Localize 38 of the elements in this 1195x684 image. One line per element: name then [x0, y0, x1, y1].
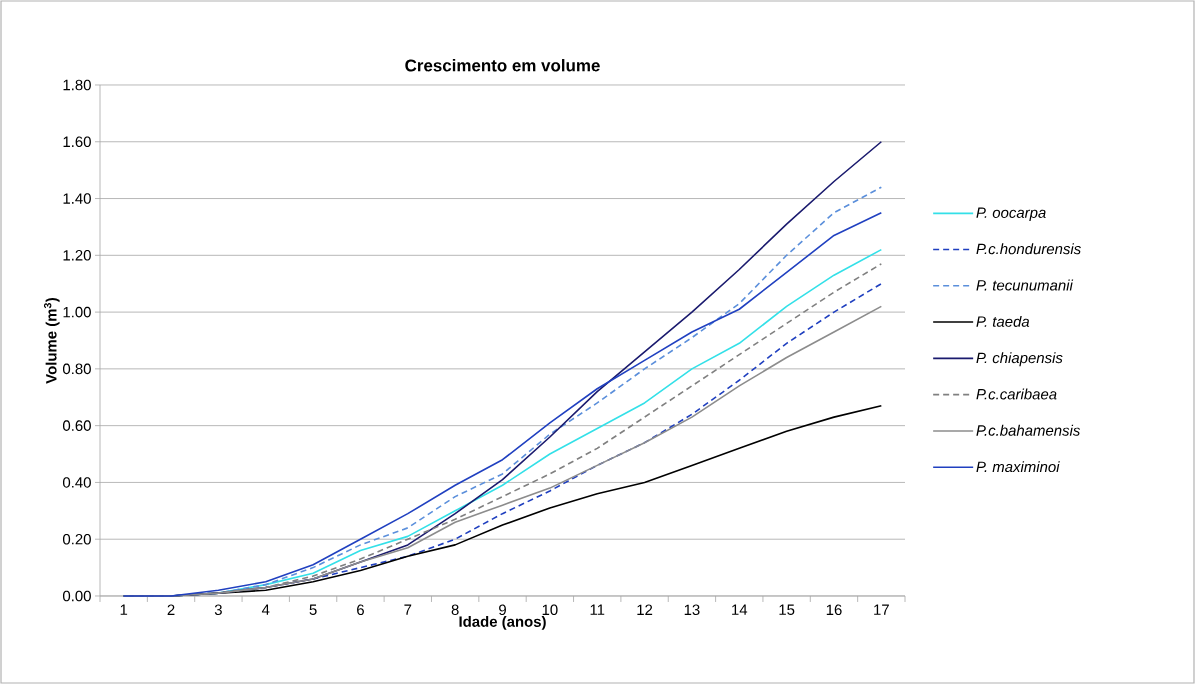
y-tick-label: 0.00: [62, 590, 91, 602]
x-axis-title: Idade (anos): [459, 615, 546, 630]
legend-label: P. chiapensis: [976, 352, 1063, 367]
x-tick-label: 15: [779, 604, 795, 615]
y-tick-label: 1.20: [63, 250, 91, 261]
x-tick-label: 10: [542, 604, 558, 616]
legend-label: P. tecunumanii: [976, 279, 1074, 291]
x-tick-label: 6: [357, 604, 364, 616]
x-tick-label: 16: [826, 604, 842, 616]
x-tick-label: 2: [167, 604, 175, 615]
x-tick-label: 17: [874, 604, 889, 615]
x-tick-label: 11: [590, 604, 605, 615]
legend-label: P. maximinoi: [976, 461, 1060, 473]
y-tick-label: 0.40: [62, 477, 91, 488]
y-tick-label: 1.60: [63, 136, 91, 148]
y-tick-label: 0.80: [62, 363, 91, 375]
y-tick-label: 1.80: [63, 79, 91, 91]
x-tick-label: 1: [120, 604, 128, 615]
y-tick-label: 1.40: [63, 193, 91, 204]
x-tick-label: 8: [451, 604, 459, 616]
y-tick-label: 0.20: [62, 533, 91, 545]
y-tick-label: 0.60: [62, 420, 91, 431]
x-tick-label: 14: [732, 604, 748, 615]
legend-label: P.c.bahamensis: [976, 424, 1081, 436]
x-tick-label: 12: [637, 604, 653, 615]
legend-label: P.c.caribaea: [976, 388, 1057, 400]
x-tick-label: 3: [214, 604, 222, 616]
legend-label: P. taeda: [976, 315, 1030, 327]
y-tick-label: 1.00: [63, 306, 91, 318]
x-tick-label: 5: [309, 604, 317, 615]
x-tick-label: 7: [404, 604, 412, 615]
x-tick-label: 9: [499, 604, 506, 616]
legend-label: P. oocarpa: [976, 207, 1046, 221]
chart-title: Crescimento em volume: [405, 59, 600, 72]
y-axis-title: Volume (m$^{3}$): [43, 297, 60, 384]
x-tick-label: 13: [684, 604, 700, 616]
x-tick-label: 4: [261, 604, 270, 615]
legend-label: P.c.hondurensis: [976, 243, 1081, 255]
